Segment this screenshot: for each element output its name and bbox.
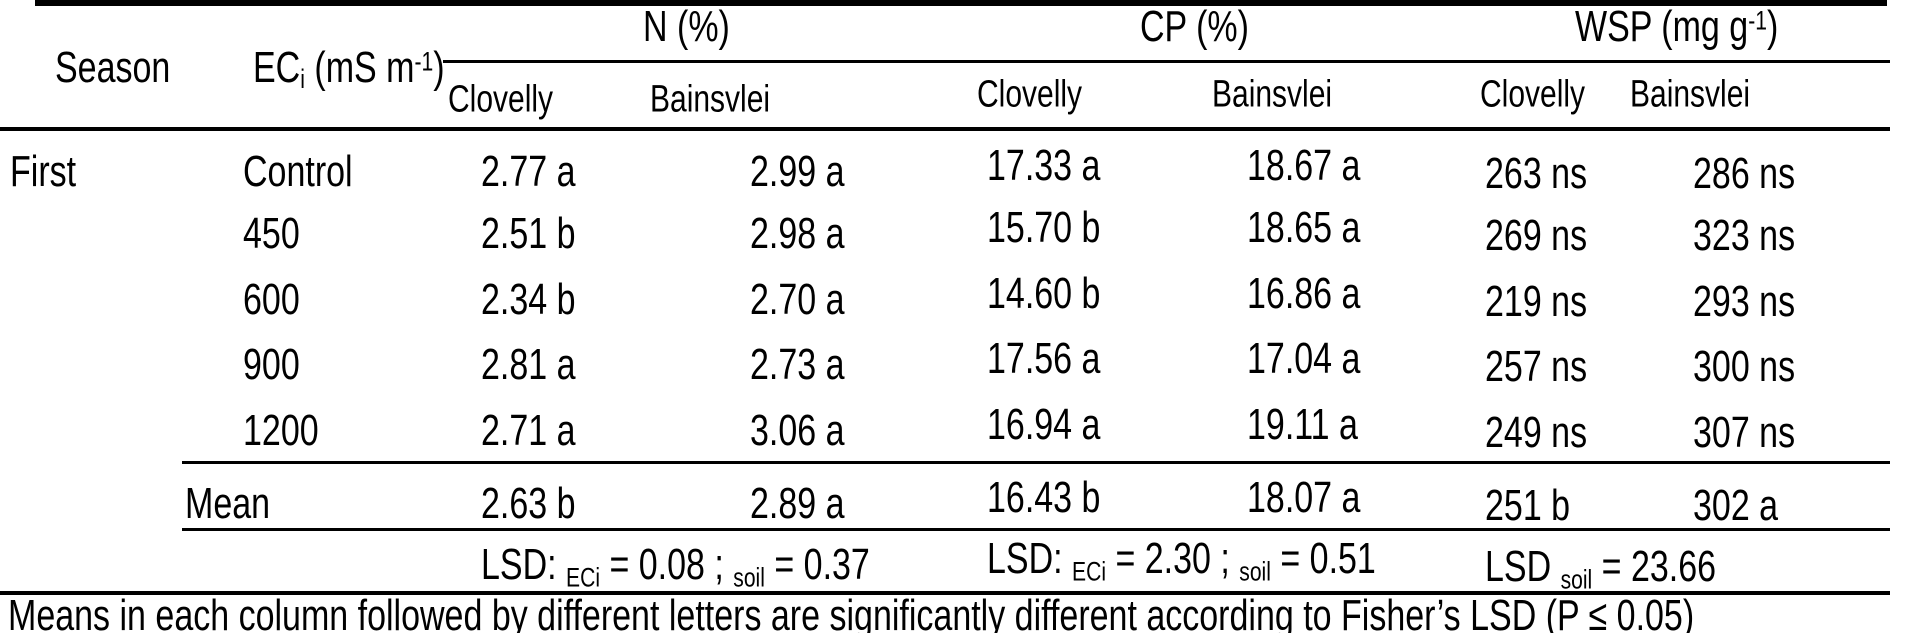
wsp-bainsvlei-mean: 302 a (1693, 481, 1779, 531)
mean-label: Mean (185, 479, 271, 529)
wsp-clovelly-value: 249 ns (1485, 408, 1588, 458)
subscript: soil (1560, 565, 1593, 595)
cp-clovelly-mean: 16.43 b (987, 473, 1101, 523)
group-header-rule (443, 60, 1890, 63)
n-bainsvlei-value: 2.98 a (750, 209, 845, 259)
footnote-rule (0, 591, 1890, 595)
cp-bainsvlei-value: 17.04 a (1247, 334, 1361, 384)
cp-bainsvlei-mean: 18.07 a (1247, 473, 1361, 523)
subscript: ECi (566, 563, 601, 593)
wsp-clovelly-value: 269 ns (1485, 211, 1588, 261)
wsp-bainsvlei-value: 307 ns (1693, 408, 1796, 458)
n-clovelly-value: 2.81 a (481, 340, 576, 390)
cp-clovelly-value: 17.56 a (987, 334, 1101, 384)
lsd-n: LSD: ECi = 0.08 ; soil = 0.37 (481, 540, 870, 593)
table-top-border (35, 0, 1887, 6)
wsp-bainsvlei-value: 300 ns (1693, 342, 1796, 392)
n-clovelly-value: 2.34 b (481, 275, 576, 325)
group-header-wsp: WSP (mg g-1) (1575, 2, 1779, 52)
mean-bottom-rule (182, 528, 1890, 531)
group-header-cp: CP (%) (1140, 2, 1249, 52)
cp-bainsvlei-value: 19.11 a (1247, 400, 1358, 450)
subheader-wsp-bainsvlei: Bainsvlei (1630, 73, 1751, 116)
subheader-n-clovelly: Clovelly (448, 78, 554, 121)
ec-level: 1200 (243, 406, 319, 456)
wsp-clovelly-value: 257 ns (1485, 342, 1588, 392)
ec-level: 450 (243, 209, 300, 259)
cp-clovelly-value: 16.94 a (987, 400, 1101, 450)
subheader-cp-clovelly: Clovelly (977, 73, 1083, 116)
season-column-header: Season (55, 43, 171, 93)
group-header-n: N (%) (643, 2, 730, 52)
subheader-rule (0, 127, 1890, 131)
cp-clovelly-value: 14.60 b (987, 269, 1101, 319)
cp-bainsvlei-value: 18.67 a (1247, 141, 1361, 191)
subscript: soil (733, 563, 765, 593)
n-bainsvlei-mean: 2.89 a (750, 479, 845, 529)
subheader-cp-bainsvlei: Bainsvlei (1212, 73, 1333, 116)
n-bainsvlei-value: 3.06 a (750, 406, 845, 456)
wsp-bainsvlei-value: 323 ns (1693, 211, 1796, 261)
wsp-clovelly-value: 263 ns (1485, 149, 1588, 199)
season-label: First (10, 147, 77, 197)
n-bainsvlei-value: 2.73 a (750, 340, 845, 390)
ec-level: Control (243, 147, 353, 197)
n-clovelly-value: 2.77 a (481, 147, 576, 197)
lsd-wsp: LSD soil = 23.66 (1485, 542, 1717, 595)
n-bainsvlei-value: 2.99 a (750, 147, 845, 197)
n-clovelly-value: 2.71 a (481, 406, 576, 456)
lsd-cp: LSD: ECi = 2.30 ; soil = 0.51 (987, 534, 1376, 587)
wsp-bainsvlei-value: 293 ns (1693, 277, 1796, 327)
ec-column-header: ECi (mS m-1) (253, 43, 445, 95)
cp-bainsvlei-value: 16.86 a (1247, 269, 1361, 319)
wsp-bainsvlei-value: 286 ns (1693, 149, 1796, 199)
wsp-clovelly-mean: 251 b (1485, 481, 1571, 531)
ec-level: 900 (243, 340, 300, 390)
cp-clovelly-value: 15.70 b (987, 203, 1101, 253)
n-clovelly-value: 2.51 b (481, 209, 576, 259)
mean-top-rule (182, 461, 1890, 464)
ec-level: 600 (243, 275, 300, 325)
subscript: soil (1239, 557, 1271, 587)
subscript: ECi (1072, 557, 1107, 587)
subheader-n-bainsvlei: Bainsvlei (650, 78, 771, 121)
footnote-text: Means in each column followed by differe… (8, 591, 1695, 633)
cp-bainsvlei-value: 18.65 a (1247, 203, 1361, 253)
n-clovelly-mean: 2.63 b (481, 479, 576, 529)
cp-clovelly-value: 17.33 a (987, 141, 1101, 191)
superscript: -1 (1748, 6, 1767, 36)
wsp-clovelly-value: 219 ns (1485, 277, 1588, 327)
subheader-wsp-clovelly: Clovelly (1480, 73, 1586, 116)
superscript: -1 (414, 47, 434, 77)
n-bainsvlei-value: 2.70 a (750, 275, 845, 325)
subscript: i (300, 64, 305, 95)
